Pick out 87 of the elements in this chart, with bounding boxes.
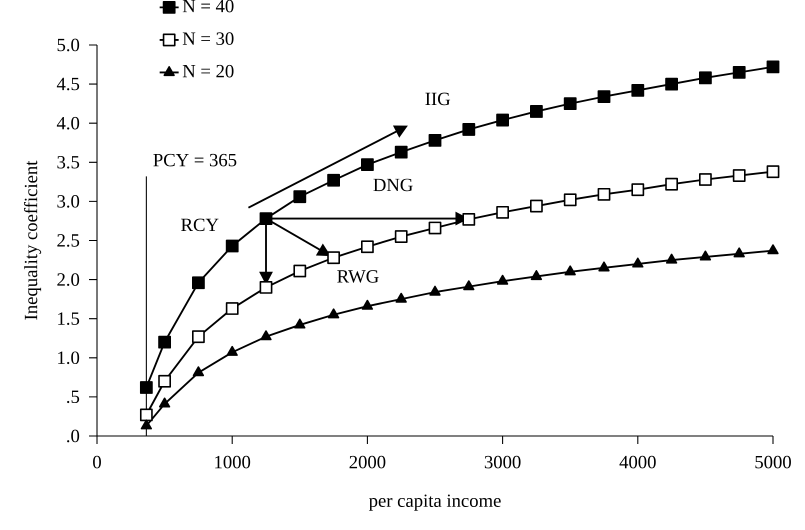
- point: [463, 280, 474, 290]
- point: [732, 169, 746, 182]
- y-tick-label: .0: [67, 430, 80, 442]
- point: [766, 60, 780, 74]
- x-tick-label: 3000: [484, 456, 521, 468]
- point: [140, 419, 152, 430]
- point: [665, 178, 678, 191]
- point: [496, 206, 509, 219]
- point: [530, 200, 543, 212]
- point: [361, 240, 374, 254]
- y-tick-label: 3.5: [57, 156, 80, 169]
- point: [394, 146, 408, 159]
- point: [226, 240, 239, 252]
- y-tick-label: 2.0: [57, 273, 80, 286]
- x-tick-label: 5000: [755, 456, 791, 468]
- annotation: RCY: [181, 218, 218, 232]
- point: [362, 300, 374, 310]
- point: [766, 165, 780, 178]
- point: [327, 251, 340, 264]
- point: [699, 71, 712, 84]
- point: [192, 366, 204, 376]
- y-tick-label: 4.0: [56, 116, 80, 130]
- point: [428, 222, 442, 234]
- point: [327, 174, 340, 187]
- x-tick-label: 1000: [215, 456, 250, 468]
- point: [158, 374, 172, 388]
- legend-label: N = 20: [182, 64, 234, 78]
- point: [260, 281, 272, 294]
- annotation: IIG: [425, 92, 450, 106]
- point: [462, 212, 476, 226]
- y-tick-label: 2.5: [57, 234, 80, 247]
- point: [428, 134, 442, 147]
- point: [226, 302, 239, 315]
- point: [293, 190, 306, 204]
- point: [530, 270, 542, 280]
- y-tick-label: 5.0: [58, 38, 80, 52]
- x-axis-title: per capita income: [368, 494, 501, 511]
- point: [462, 123, 476, 136]
- point: [192, 330, 205, 344]
- point: [732, 66, 746, 79]
- point: [158, 398, 170, 408]
- point: [496, 274, 508, 285]
- point: [564, 265, 576, 276]
- point: [598, 188, 610, 201]
- point: [429, 286, 441, 296]
- point: [293, 264, 306, 278]
- annotation: RWG: [337, 270, 379, 283]
- point: [530, 105, 543, 118]
- point: [598, 90, 610, 104]
- point: [140, 381, 153, 394]
- ref-line-label: PCY = 365: [153, 154, 236, 166]
- point: [734, 247, 745, 258]
- point: [158, 336, 172, 349]
- y-tick-label: 1.0: [58, 351, 80, 364]
- legend-label: N = 30: [182, 32, 234, 45]
- x-tick-label: 2000: [350, 456, 386, 468]
- y-axis-title: Inequality coefficient: [24, 160, 42, 320]
- point: [699, 173, 712, 186]
- point: [140, 408, 153, 422]
- point: [665, 78, 678, 90]
- point: [564, 193, 577, 206]
- point: [631, 183, 644, 196]
- y-tick-label: 4.5: [56, 78, 80, 90]
- point: [226, 346, 238, 356]
- y-tick-label: 3.0: [57, 195, 80, 208]
- point: [294, 318, 306, 329]
- point: [496, 114, 509, 126]
- annotation: DNG: [373, 178, 413, 192]
- point: [632, 258, 644, 268]
- y-tick-label: .5: [67, 390, 80, 404]
- x-tick-label: 0: [93, 456, 101, 468]
- y-tick-label: 1.5: [58, 312, 80, 325]
- point: [361, 158, 374, 172]
- point: [767, 244, 779, 254]
- point: [396, 292, 407, 303]
- point: [260, 212, 272, 225]
- point: [700, 250, 712, 261]
- point: [631, 84, 644, 97]
- point: [598, 261, 610, 272]
- point: [328, 308, 340, 318]
- point: [260, 330, 272, 340]
- point: [666, 254, 678, 264]
- legend-label: N = 40: [182, 0, 234, 12]
- x-tick-label: 4000: [619, 456, 656, 468]
- point: [192, 276, 205, 290]
- point: [564, 97, 577, 110]
- point: [394, 230, 408, 243]
